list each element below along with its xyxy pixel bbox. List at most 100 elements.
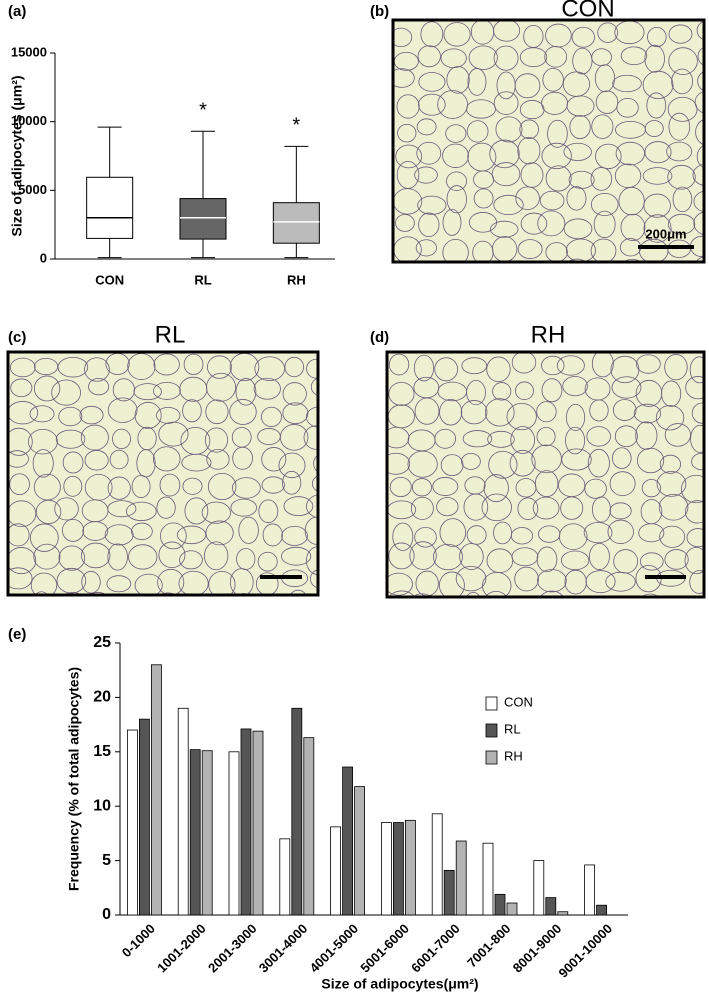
- cell: [206, 448, 230, 470]
- y-tick-label: 20: [93, 689, 111, 706]
- cell: [440, 454, 464, 477]
- cell: [232, 446, 253, 470]
- cell: [697, 71, 704, 92]
- cell: [281, 546, 312, 566]
- cell: [397, 123, 417, 143]
- cell: [436, 497, 459, 517]
- cell: [33, 543, 61, 570]
- cell: [8, 401, 39, 425]
- legend-label: RL: [504, 721, 521, 736]
- cell: [563, 142, 592, 161]
- cell: [465, 591, 481, 597]
- cell: [438, 571, 465, 597]
- cell: [229, 399, 257, 425]
- cell: [120, 594, 128, 595]
- cell: [594, 64, 616, 93]
- panel-label: (d): [370, 329, 389, 346]
- cell: [253, 377, 281, 400]
- cell: [57, 356, 89, 378]
- cell: [306, 494, 318, 519]
- cell: [612, 399, 637, 421]
- cell: [645, 269, 667, 285]
- cell: [279, 424, 309, 451]
- cell: [462, 430, 493, 448]
- cell: [561, 448, 592, 471]
- cell: [693, 211, 704, 236]
- cell: [109, 449, 129, 470]
- cell: [30, 572, 58, 595]
- cell: [510, 527, 534, 545]
- cell: [455, 565, 487, 592]
- bar: [431, 813, 443, 916]
- cell: [461, 452, 481, 470]
- cell: [258, 499, 279, 524]
- cell: [564, 569, 587, 595]
- cell: [664, 549, 689, 570]
- cell: [605, 571, 636, 592]
- cell: [459, 543, 484, 570]
- x-tick-label: 9001-10000: [555, 921, 615, 981]
- cell: [107, 500, 137, 518]
- cell: [591, 114, 614, 139]
- cell: [684, 500, 704, 524]
- cell: [412, 478, 432, 497]
- cell: [590, 193, 619, 216]
- micrograph: [385, 350, 706, 599]
- cell: [134, 401, 162, 429]
- cell: [539, 190, 565, 211]
- cell: [388, 381, 415, 406]
- legend-swatch: [485, 723, 498, 738]
- cell: [644, 44, 665, 73]
- cell: [82, 521, 109, 541]
- cell: [541, 355, 565, 376]
- cell: [212, 596, 235, 618]
- cell: [561, 550, 590, 571]
- cell: [658, 493, 689, 521]
- cell: [671, 68, 694, 95]
- image-bg: [393, 20, 704, 262]
- cell: [231, 477, 261, 499]
- cell: [633, 403, 662, 424]
- cell: [609, 471, 636, 497]
- cell: [282, 470, 302, 495]
- cell: [281, 525, 308, 546]
- cell: [156, 406, 181, 424]
- cell: [693, 190, 704, 213]
- cell: [562, 376, 588, 397]
- cell: [410, 496, 434, 520]
- cell: [262, 523, 283, 547]
- cell: [659, 454, 681, 474]
- bar: [455, 840, 467, 916]
- cell: [584, 478, 607, 499]
- cell: [7, 598, 35, 616]
- cell: [439, 518, 467, 547]
- cell: [278, 452, 306, 479]
- cell: [112, 428, 131, 450]
- cell: [306, 358, 318, 379]
- cell: [303, 425, 318, 450]
- cell: [184, 497, 209, 525]
- cell: [313, 454, 318, 473]
- bar: [189, 749, 201, 916]
- cell: [261, 476, 285, 494]
- cell: [80, 424, 109, 451]
- cell: [311, 475, 318, 492]
- box: [86, 176, 134, 239]
- cell: [27, 429, 58, 455]
- cell: [446, 185, 467, 214]
- cell: [547, 119, 568, 148]
- cell: [181, 453, 212, 472]
- cell: [204, 427, 229, 453]
- cell: [591, 496, 611, 523]
- y-tick-label: 5000: [18, 182, 47, 197]
- cell: [466, 525, 487, 545]
- bar: [330, 826, 342, 916]
- cell: [590, 167, 613, 191]
- bar: [303, 737, 315, 916]
- cell: [532, 496, 560, 520]
- box: [179, 198, 227, 240]
- cell: [467, 68, 487, 96]
- cell: [8, 500, 37, 528]
- image-frame: [385, 350, 706, 599]
- cell: [420, 21, 444, 48]
